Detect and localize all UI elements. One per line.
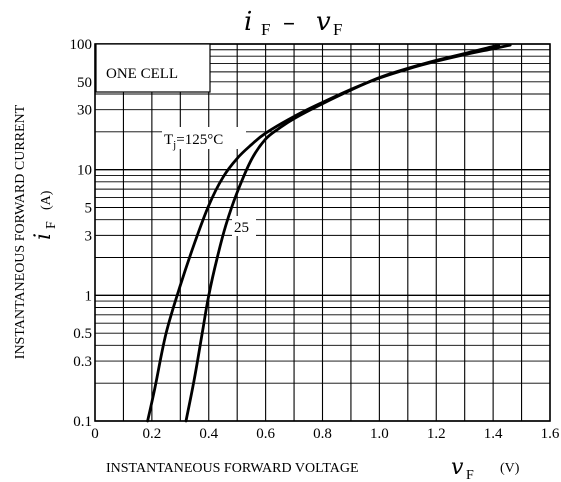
- grid: [94, 43, 551, 422]
- x-axis-label-text: INSTANTANEOUS FORWARD VOLTAGE: [106, 461, 359, 476]
- x-var: v: [451, 455, 464, 480]
- tj-label-bg: [162, 127, 246, 149]
- y-tick-label: 5: [85, 200, 93, 216]
- tj-label: Tj=125°C: [164, 132, 223, 151]
- series: [146, 43, 512, 423]
- title-sub-f2: F: [333, 20, 342, 39]
- chart-title: i F – v F: [244, 7, 342, 39]
- one-cell-label: ONE CELL: [106, 66, 178, 82]
- y-sub: F: [44, 221, 59, 229]
- x-tick-label: 0.4: [199, 426, 218, 442]
- x-tick-label: 1.2: [427, 426, 446, 442]
- y-var: i: [31, 233, 56, 240]
- x-unit: (V): [500, 461, 520, 476]
- x-tick-label: 1.0: [370, 426, 389, 442]
- y-axis-label-text: INSTANTANEOUS FORWARD CURRENT: [13, 104, 28, 359]
- y-tick-label: 0.1: [73, 414, 92, 430]
- title-var-i: i: [244, 7, 252, 37]
- y-tick-label: 3: [85, 228, 93, 244]
- label-25: 25: [234, 220, 249, 236]
- x-tick-label: 0: [91, 426, 99, 442]
- tj-prefix: T: [164, 132, 173, 148]
- y-unit: (A): [39, 190, 54, 210]
- y-tick-label: 0.3: [73, 354, 92, 370]
- y-tick-label: 0.5: [73, 326, 92, 342]
- x-tick-label: 1.6: [541, 426, 560, 442]
- y-tick-label: 50: [77, 75, 92, 91]
- y-axis-symbol: i F (A): [31, 190, 59, 240]
- x-sub: F: [466, 468, 474, 482]
- series-line-25c: [184, 43, 501, 423]
- title-var-v: v: [316, 7, 331, 37]
- tick-labels: 0 0.2 0.4 0.6 0.8 1.0 1.2 1.4 1.6 0.1 0.3 0.5 1 3 5 10 3…: [70, 37, 560, 442]
- y-tick-label: 1: [85, 288, 93, 304]
- plot-frame: [94, 43, 551, 422]
- y-tick-label: 10: [77, 163, 92, 179]
- y-axis-label: INSTANTANEOUS FORWARD CURRENT: [13, 104, 28, 359]
- y-tick-label: 100: [70, 37, 93, 53]
- one-cell-box: [95, 43, 211, 93]
- title-dash: –: [283, 8, 295, 36]
- x-tick-label: 1.4: [484, 426, 503, 442]
- x-tick-label: 0.2: [143, 426, 162, 442]
- title-sub-f: F: [261, 20, 270, 39]
- x-tick-label: 0.6: [256, 426, 275, 442]
- x-tick-label: 0.8: [313, 426, 332, 442]
- y-tick-label: 30: [77, 103, 92, 119]
- tj-value: =125°C: [176, 132, 223, 148]
- label-25-bg: [232, 216, 256, 236]
- tj-sub: j: [172, 139, 176, 151]
